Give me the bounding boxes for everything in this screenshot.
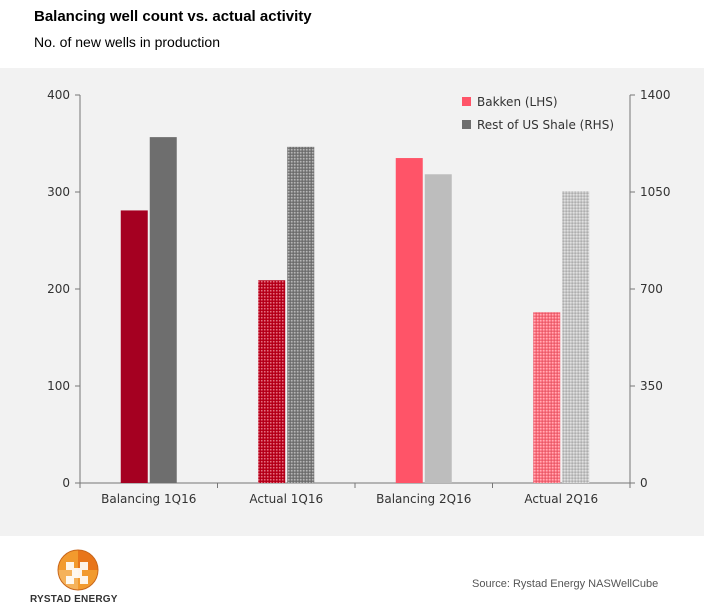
right-tick-label: 1050 [640,185,671,199]
right-tick-label: 1400 [640,88,671,102]
right-tick-label: 350 [640,379,663,393]
chart-area: 0 100 200 300 400 0 350 700 1050 1400 Balancing 1Q… [0,68,704,536]
left-tick-label: 200 [47,282,70,296]
left-tick-label: 100 [47,379,70,393]
bar-chart: 0 100 200 300 400 0 350 700 1050 1400 Balancing 1Q… [47,88,671,506]
bar-rest-us-shale [149,137,177,483]
chart-title: Balancing well count vs. actual activity [34,8,312,25]
source-note: Source: Rystad Energy NASWellCube [472,578,659,590]
bar-bakken [395,158,423,484]
left-tick-label: 0 [62,476,70,490]
category-label: Balancing 1Q16 [101,492,196,506]
legend-label: Rest of US Shale (RHS) [477,118,614,132]
left-tick-label: 300 [47,185,70,199]
logo-globe-icon [57,549,99,591]
bar-pattern-overlay [287,146,315,483]
chart-subtitle: No. of new wells in production [34,34,220,50]
category-label: Actual 2Q16 [524,492,598,506]
bar-bakken [120,210,148,483]
left-tick-label: 400 [47,88,70,102]
bar-pattern-overlay [258,280,286,483]
legend-swatch [462,97,471,106]
bar-pattern-overlay [562,191,590,483]
category-label: Balancing 2Q16 [376,492,471,506]
bar-rest-us-shale [424,174,452,483]
bar-pattern-overlay [533,312,561,483]
category-label: Actual 1Q16 [249,492,323,506]
legend-label: Bakken (LHS) [477,95,558,109]
right-tick-label: 0 [640,476,648,490]
rystad-logo: RYSTAD ENERGY [30,548,130,610]
logo-text: RYSTAD ENERGY [30,594,118,605]
legend-swatch [462,120,471,129]
right-tick-label: 700 [640,282,663,296]
